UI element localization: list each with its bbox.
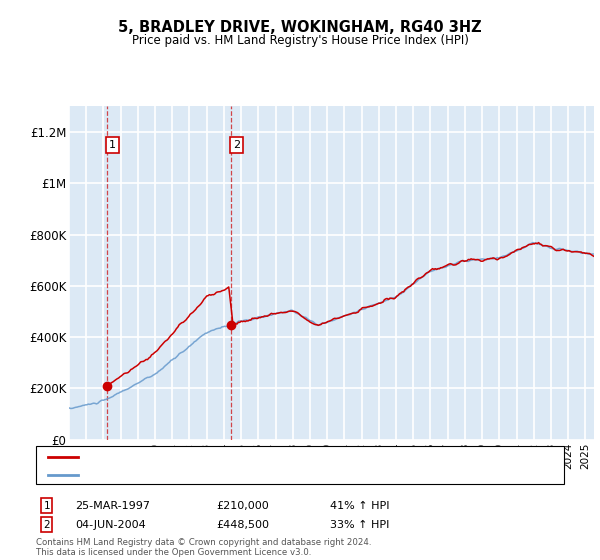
Text: £210,000: £210,000 bbox=[216, 501, 269, 511]
Text: 1: 1 bbox=[43, 501, 50, 511]
Text: 25-MAR-1997: 25-MAR-1997 bbox=[75, 501, 150, 511]
Text: £448,500: £448,500 bbox=[216, 520, 269, 530]
Text: Price paid vs. HM Land Registry's House Price Index (HPI): Price paid vs. HM Land Registry's House … bbox=[131, 34, 469, 46]
Text: 2: 2 bbox=[43, 520, 50, 530]
Text: 5, BRADLEY DRIVE, WOKINGHAM, RG40 3HZ (detached house): 5, BRADLEY DRIVE, WOKINGHAM, RG40 3HZ (d… bbox=[81, 452, 423, 462]
Text: 04-JUN-2004: 04-JUN-2004 bbox=[75, 520, 146, 530]
Text: 41% ↑ HPI: 41% ↑ HPI bbox=[330, 501, 389, 511]
Text: 1: 1 bbox=[109, 140, 116, 150]
Text: HPI: Average price, detached house, Wokingham: HPI: Average price, detached house, Woki… bbox=[81, 470, 348, 480]
Text: 5, BRADLEY DRIVE, WOKINGHAM, RG40 3HZ: 5, BRADLEY DRIVE, WOKINGHAM, RG40 3HZ bbox=[118, 20, 482, 35]
Text: 2: 2 bbox=[233, 140, 240, 150]
Text: 33% ↑ HPI: 33% ↑ HPI bbox=[330, 520, 389, 530]
Text: Contains HM Land Registry data © Crown copyright and database right 2024.
This d: Contains HM Land Registry data © Crown c… bbox=[36, 538, 371, 557]
